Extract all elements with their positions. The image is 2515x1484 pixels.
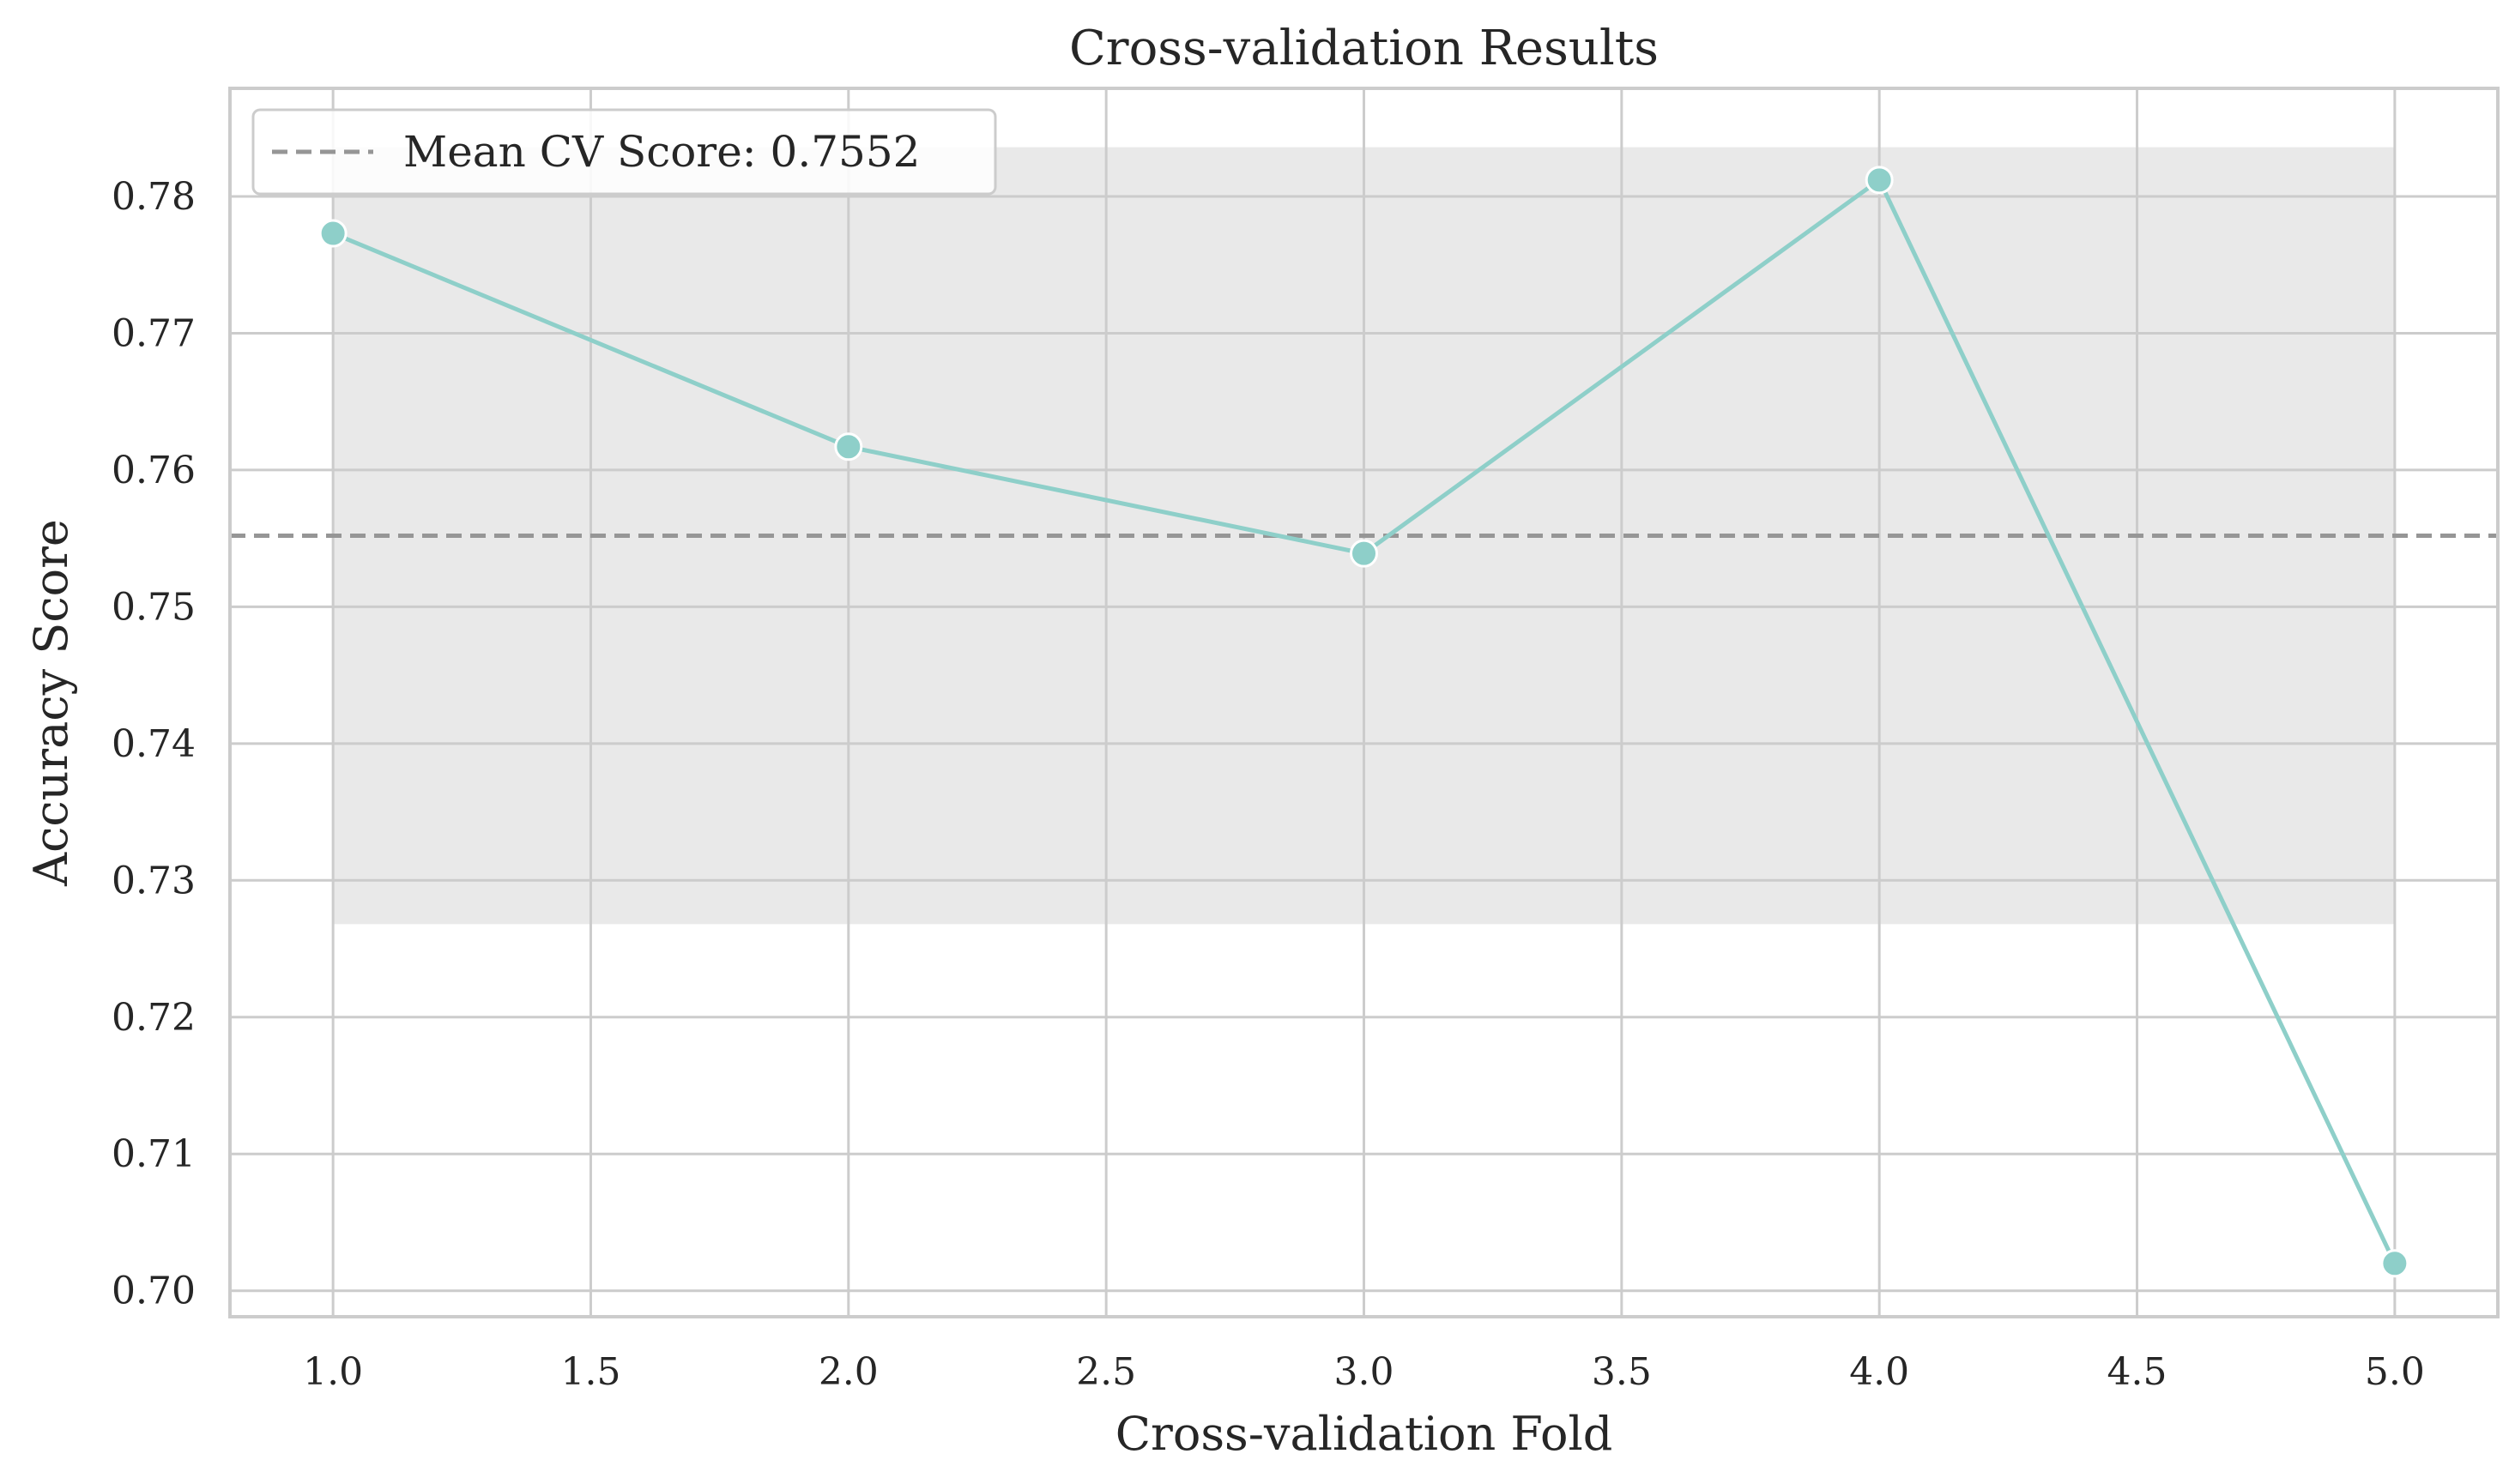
x-tick-labels: 1.0 1.5 2.0 2.5 3.0 3.5 4.0 4.5 5.0 [303,1350,2425,1394]
data-point-fold-2 [834,432,863,461]
x-tick-label-8: 5.0 [2365,1350,2425,1394]
legend-box [251,108,997,196]
x-tick-label-3: 2.5 [1076,1350,1136,1394]
x-tick-label-2: 2.0 [819,1350,879,1394]
grid-layer [230,88,2498,1317]
y-tick-label-3: 0.73 [112,859,196,902]
x-tick-label-1: 1.5 [560,1350,620,1394]
y-tick-label-2: 0.72 [112,996,196,1040]
y-tick-label-6: 0.76 [112,449,196,492]
y-tick-label-8: 0.78 [112,175,196,219]
data-point-fold-1 [318,219,348,248]
series-layer [318,166,2409,1278]
y-tick-label-0: 0.70 [112,1270,196,1313]
legend: Mean CV Score: 0.7552 [251,108,997,196]
y-tick-label-7: 0.77 [112,311,196,355]
data-point-fold-4 [1865,166,1894,195]
x-tick-label-0: 1.0 [303,1350,363,1394]
legend-mean-label: Mean CV Score: 0.7552 [403,127,921,177]
x-axis-label: Cross-validation Fold [1115,1407,1613,1461]
y-tick-label-1: 0.71 [112,1132,196,1176]
x-tick-label-4: 3.0 [1334,1350,1394,1394]
y-tick-label-4: 0.74 [112,722,196,766]
plot-frame [228,87,2500,1318]
x-tick-label-5: 3.5 [1592,1350,1652,1394]
data-point-fold-3 [1350,539,1378,568]
y-axis-label: Accuracy Score [24,519,78,887]
y-tick-label-5: 0.75 [112,585,196,629]
data-point-fold-5 [2380,1249,2409,1278]
x-tick-label-6: 4.0 [1849,1350,1909,1394]
x-tick-label-7: 4.5 [2107,1350,2167,1394]
chart-title: Cross-validation Results [1069,21,1659,76]
y-tick-labels: 0.70 0.71 0.72 0.73 0.74 0.75 0.76 0.77 0.78 [112,175,196,1313]
